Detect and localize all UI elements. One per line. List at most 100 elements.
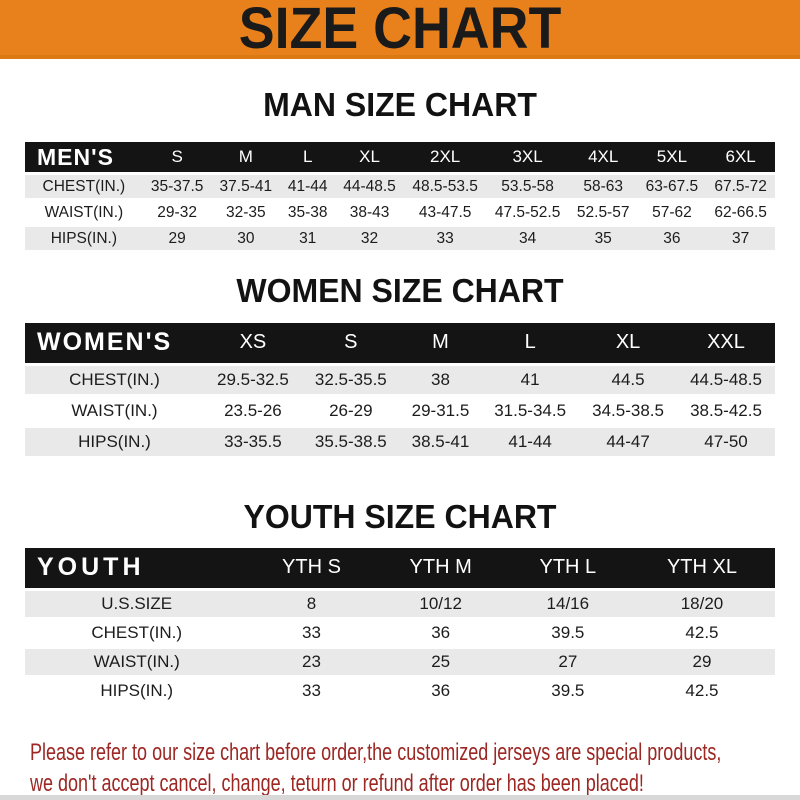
youth-table-header: YOUTH YTH S YTH M YTH L YTH XL: [25, 547, 775, 588]
table-row: HIPS(IN.) 33 36 39.5 42.5: [25, 677, 775, 704]
bottom-edge-strip: [0, 795, 800, 800]
row-label: CHEST(IN.): [25, 365, 204, 394]
size-cell: 31.5-34.5: [481, 396, 580, 425]
size-cell: 44-47: [579, 427, 678, 456]
size-cell: 62-66.5: [706, 201, 775, 225]
youth-size-table: YOUTH YTH S YTH M YTH L YTH XL U.S.SIZE 8 10/12…: [25, 545, 775, 707]
size-cell: 38.5-41: [399, 427, 482, 456]
size-cell: 35-38: [280, 201, 336, 225]
table-row: U.S.SIZE 8 10/12 14/16 18/20: [25, 590, 775, 617]
men-column-header: 2XL: [403, 142, 487, 173]
row-label: HIPS(IN.): [25, 677, 249, 704]
size-cell: 38: [399, 365, 482, 394]
men-column-header: L: [280, 142, 336, 173]
size-cell: 33-35.5: [203, 427, 302, 456]
row-label: CHEST(IN.): [25, 619, 249, 646]
size-cell: 32: [335, 227, 404, 251]
youth-column-header: YTH L: [506, 547, 629, 588]
row-label: WAIST(IN.): [25, 648, 249, 675]
men-table-header: MEN'S S M L XL 2XL 3XL 4XL 5XL 6XL: [25, 142, 775, 173]
size-cell: 34: [486, 227, 569, 251]
men-column-header: S: [142, 142, 212, 173]
size-cell: 29: [628, 648, 775, 675]
header-row: YOUTH YTH S YTH M YTH L YTH XL: [25, 547, 775, 588]
women-column-header: M: [399, 322, 482, 363]
size-cell: 43-47.5: [403, 201, 487, 225]
size-cell: 14/16: [506, 590, 629, 617]
row-label: CHEST(IN.): [25, 175, 143, 199]
women-table-header: WOMEN'S XS S M L XL XXL: [25, 322, 775, 363]
size-cell: 47-50: [677, 427, 775, 456]
women-column-header: L: [481, 322, 580, 363]
youth-section-heading: YOUTH SIZE CHART: [243, 497, 557, 535]
women-column-header: XXL: [677, 322, 775, 363]
size-cell: 38.5-42.5: [677, 396, 775, 425]
men-section: MAN SIZE CHART MEN'S S M L XL 2XL 3XL 4XL 5XL 6XL C…: [0, 86, 800, 253]
youth-section: YOUTH SIZE CHART YOUTH YTH S YTH M YTH L YTH …: [0, 497, 800, 707]
footer-line-1: Please refer to our size chart before or…: [30, 738, 722, 766]
size-cell: 29.5-32.5: [203, 365, 302, 394]
women-column-header: XS: [203, 322, 302, 363]
footer-note: Please refer to our size chart before or…: [0, 737, 800, 799]
men-column-header: 3XL: [486, 142, 569, 173]
men-section-heading: MAN SIZE CHART: [263, 86, 537, 123]
size-cell: 42.5: [628, 619, 775, 646]
size-cell: 23: [248, 648, 375, 675]
table-row: HIPS(IN.) 29 30 31 32 33 34 35 36 37: [25, 227, 775, 251]
row-label: WAIST(IN.): [25, 201, 143, 225]
women-section: WOMEN SIZE CHART WOMEN'S XS S M L XL XXL CHEST(I…: [0, 272, 800, 458]
size-cell: 42.5: [628, 677, 775, 704]
size-cell: 37.5-41: [211, 175, 281, 199]
men-column-header: XL: [335, 142, 404, 173]
size-cell: 32-35: [211, 201, 281, 225]
size-cell: 67.5-72: [706, 175, 775, 199]
size-cell: 36: [374, 677, 507, 704]
table-row: CHEST(IN.) 29.5-32.5 32.5-35.5 38 41 44.5 44.5…: [25, 365, 775, 394]
size-cell: 36: [637, 227, 707, 251]
size-cell: 44-48.5: [335, 175, 404, 199]
size-cell: 33: [248, 619, 375, 646]
youth-column-header: YTH S: [248, 547, 375, 588]
size-cell: 35.5-38.5: [301, 427, 400, 456]
size-cell: 47.5-52.5: [486, 201, 569, 225]
size-cell: 41-44: [481, 427, 580, 456]
row-label: WAIST(IN.): [25, 396, 204, 425]
size-cell: 10/12: [374, 590, 507, 617]
size-cell: 44.5: [579, 365, 678, 394]
row-label: HIPS(IN.): [25, 227, 143, 251]
men-size-table: MEN'S S M L XL 2XL 3XL 4XL 5XL 6XL CHEST(IN.) 35-37…: [25, 139, 775, 253]
size-cell: 25: [374, 648, 507, 675]
women-column-header: S: [301, 322, 400, 363]
size-cell: 29-32: [142, 201, 212, 225]
size-cell: 63-67.5: [637, 175, 707, 199]
size-cell: 18/20: [628, 590, 775, 617]
size-chart-banner: SIZE CHART: [0, 0, 800, 59]
table-row: WAIST(IN.) 23 25 27 29: [25, 648, 775, 675]
size-cell: 44.5-48.5: [677, 365, 775, 394]
size-cell: 31: [280, 227, 336, 251]
size-cell: 41: [481, 365, 580, 394]
size-cell: 58-63: [568, 175, 638, 199]
size-cell: 39.5: [506, 677, 629, 704]
size-cell: 32.5-35.5: [301, 365, 400, 394]
men-column-header: 5XL: [637, 142, 707, 173]
size-cell: 35-37.5: [142, 175, 212, 199]
table-row: WAIST(IN.) 29-32 32-35 35-38 38-43 43-47.5 47.…: [25, 201, 775, 225]
table-row: WAIST(IN.) 23.5-26 26-29 29-31.5 31.5-34.5 34…: [25, 396, 775, 425]
row-label: U.S.SIZE: [25, 590, 249, 617]
youth-column-header: YTH XL: [628, 547, 775, 588]
row-label: HIPS(IN.): [25, 427, 204, 456]
men-column-header: 4XL: [568, 142, 638, 173]
table-row: CHEST(IN.) 35-37.5 37.5-41 41-44 44-48.5 48.5…: [25, 175, 775, 199]
size-cell: 29: [142, 227, 212, 251]
banner-title: SIZE CHART: [238, 0, 562, 60]
size-cell: 29-31.5: [399, 396, 482, 425]
size-cell: 52.5-57: [568, 201, 638, 225]
size-cell: 33: [403, 227, 487, 251]
women-table-body: CHEST(IN.) 29.5-32.5 32.5-35.5 38 41 44.5 44.5…: [25, 365, 775, 456]
size-cell: 23.5-26: [203, 396, 302, 425]
table-row: CHEST(IN.) 33 36 39.5 42.5: [25, 619, 775, 646]
size-cell: 34.5-38.5: [579, 396, 678, 425]
size-cell: 38-43: [335, 201, 404, 225]
